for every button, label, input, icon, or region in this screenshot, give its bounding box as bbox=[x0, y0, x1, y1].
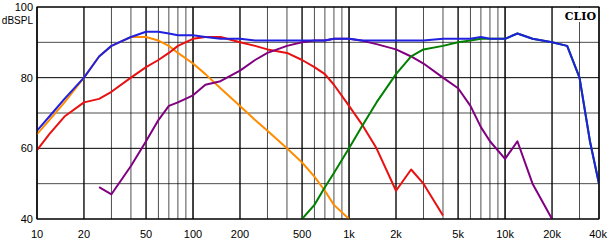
series-line bbox=[37, 37, 443, 215]
grid-line bbox=[37, 77, 599, 78]
series-line bbox=[37, 37, 349, 219]
minor-grid bbox=[37, 183, 599, 184]
grid-line bbox=[552, 7, 553, 219]
minor-grid bbox=[302, 7, 303, 219]
minor-grid bbox=[83, 7, 84, 219]
chart: 10 20 50 100 200 500 1k 2k 5k 10k 20k 40k 40 60 80 100 d… bbox=[0, 0, 609, 245]
y-tick-label: 100 bbox=[15, 1, 33, 13]
x-tick-label: 20 bbox=[78, 228, 90, 240]
x-tick-label: 200 bbox=[231, 228, 249, 240]
y-tick-label: 40 bbox=[21, 213, 33, 225]
grid bbox=[37, 7, 599, 219]
x-tick-label: 1k bbox=[343, 228, 355, 240]
series-group bbox=[37, 32, 599, 219]
grid-line bbox=[396, 7, 397, 219]
plot-area bbox=[37, 7, 599, 219]
x-tick-label: 500 bbox=[293, 228, 311, 240]
y-axis-label: dBSPL bbox=[2, 15, 34, 26]
x-tick-label: 2k bbox=[390, 228, 402, 240]
minor-grid bbox=[396, 7, 397, 219]
frame bbox=[37, 7, 599, 219]
x-tick-label: 10k bbox=[496, 228, 514, 240]
grid-line bbox=[83, 7, 84, 219]
x-tick-label: 100 bbox=[184, 228, 202, 240]
grid-line bbox=[302, 7, 303, 219]
minor-grid bbox=[37, 113, 599, 114]
x-tick-label: 40k bbox=[589, 228, 607, 240]
y-tick-label: 80 bbox=[21, 72, 33, 84]
y-tick-label: 60 bbox=[21, 142, 33, 154]
background bbox=[0, 0, 609, 245]
x-tick-label: 20k bbox=[543, 228, 561, 240]
annotation-bg bbox=[565, 8, 597, 22]
x-tick-label: 50 bbox=[140, 228, 152, 240]
annotation: CLIO bbox=[565, 10, 597, 23]
series-line bbox=[99, 39, 552, 219]
x-tick-label: 10 bbox=[31, 228, 43, 240]
grid-line bbox=[37, 148, 599, 149]
minor-grid bbox=[146, 7, 147, 219]
series-line bbox=[37, 32, 599, 184]
minor-grid bbox=[552, 7, 553, 219]
grid-line bbox=[146, 7, 147, 219]
series-line bbox=[302, 34, 599, 220]
x-tick-label: 5k bbox=[452, 228, 464, 240]
